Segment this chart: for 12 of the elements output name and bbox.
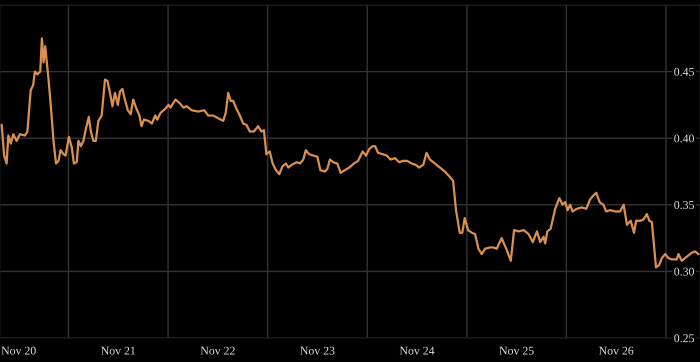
y-tick-label: 0.40	[674, 134, 694, 142]
x-tick-label: Nov 22	[200, 346, 235, 355]
y-tick-label: 0.30	[674, 268, 694, 276]
x-tick-label: Nov 21	[101, 346, 136, 355]
x-tick-label: Nov 24	[400, 346, 434, 355]
x-tick-label: Nov 25	[499, 346, 534, 355]
y-tick-label: 0.35	[674, 201, 694, 210]
x-tick-label: Nov 26	[598, 346, 634, 355]
x-tick-label: Nov 23	[300, 346, 335, 355]
y-tick-label: 0.25	[674, 334, 694, 342]
x-tick-label: Nov 20	[1, 346, 36, 355]
y-tick-label: 0.45	[674, 68, 694, 76]
